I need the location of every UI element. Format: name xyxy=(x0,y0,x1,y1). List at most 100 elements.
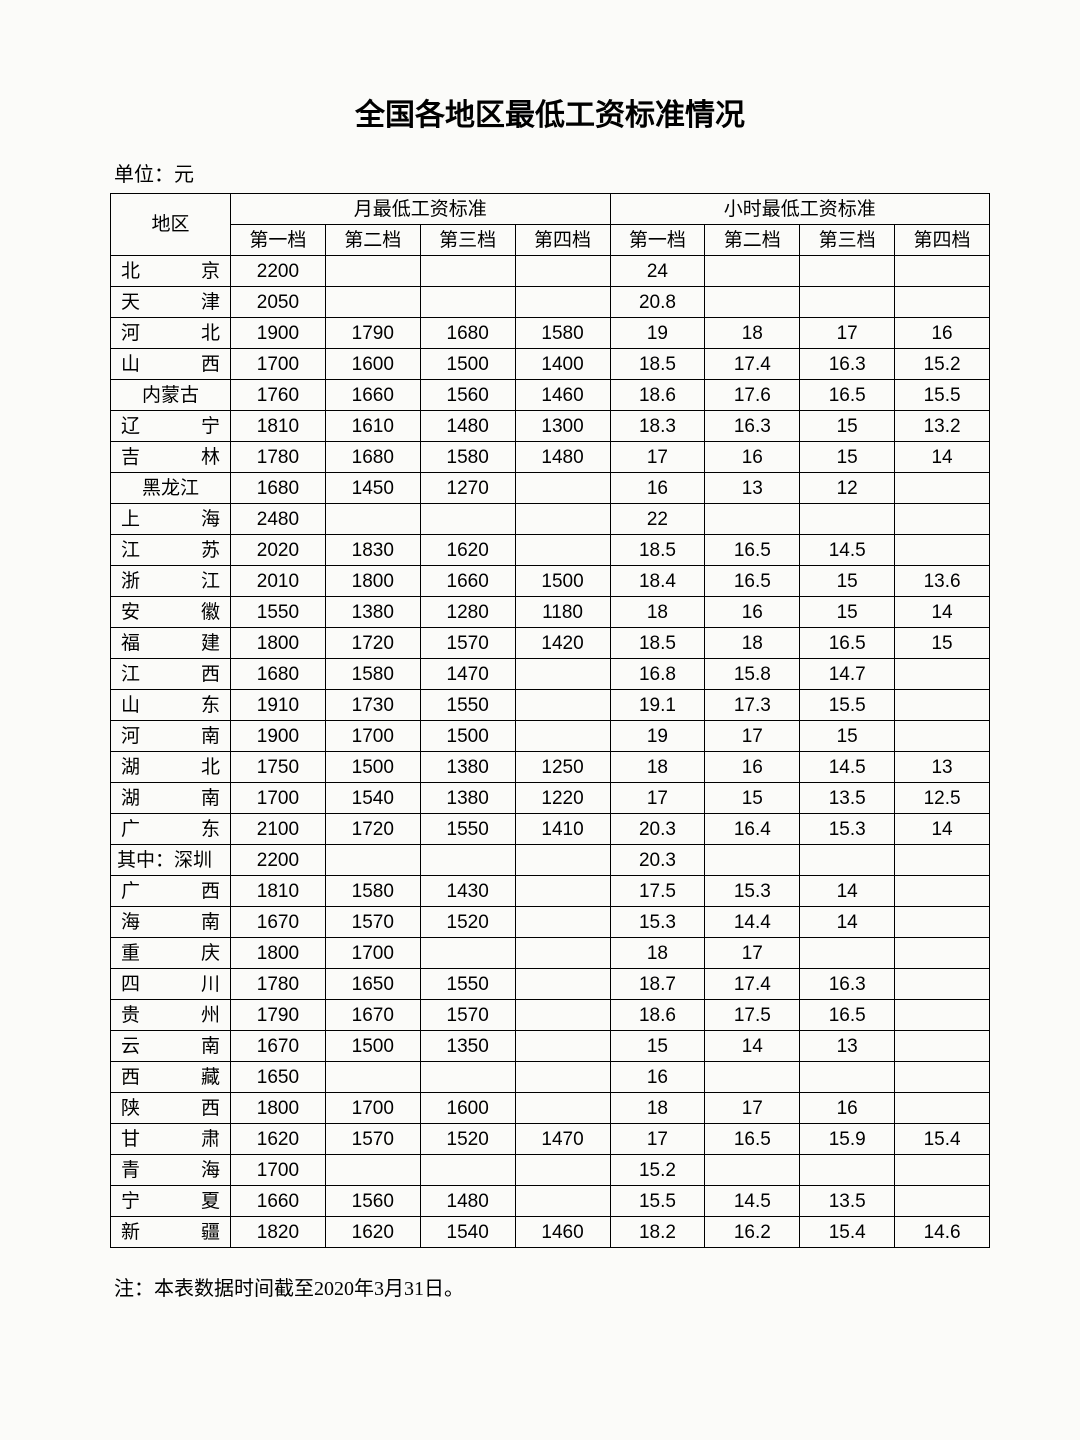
table-row: 甘肃16201570152014701716.515.915.4 xyxy=(111,1124,990,1155)
hourly-cell: 18 xyxy=(705,628,800,659)
hourly-cell xyxy=(895,1031,990,1062)
monthly-cell xyxy=(420,1155,515,1186)
monthly-cell: 2200 xyxy=(231,256,326,287)
hourly-cell: 15.3 xyxy=(800,814,895,845)
monthly-cell: 1910 xyxy=(231,690,326,721)
monthly-cell: 1680 xyxy=(231,659,326,690)
monthly-cell: 1650 xyxy=(231,1062,326,1093)
region-cell: 湖北 xyxy=(111,752,231,783)
hourly-cell: 18.5 xyxy=(610,349,705,380)
tier-h4: 第四档 xyxy=(895,225,990,256)
hourly-cell: 15.4 xyxy=(895,1124,990,1155)
hourly-cell: 18.6 xyxy=(610,380,705,411)
unit-label: 单位：元 xyxy=(110,158,990,187)
hourly-cell: 22 xyxy=(610,504,705,535)
table-row: 福建180017201570142018.51816.515 xyxy=(111,628,990,659)
monthly-cell: 1220 xyxy=(515,783,610,814)
table-row: 四川17801650155018.717.416.3 xyxy=(111,969,990,1000)
monthly-cell: 1670 xyxy=(325,1000,420,1031)
tier-m3: 第三档 xyxy=(420,225,515,256)
monthly-cell xyxy=(515,1093,610,1124)
region-cell: 辽宁 xyxy=(111,411,231,442)
monthly-cell: 1540 xyxy=(420,1217,515,1248)
monthly-cell: 1780 xyxy=(231,969,326,1000)
monthly-cell: 1570 xyxy=(325,1124,420,1155)
region-cell: 天津 xyxy=(111,287,231,318)
monthly-cell: 1900 xyxy=(231,721,326,752)
hourly-cell: 17.5 xyxy=(705,1000,800,1031)
hourly-cell: 16.5 xyxy=(705,535,800,566)
monthly-cell: 2480 xyxy=(231,504,326,535)
monthly-cell: 1500 xyxy=(420,721,515,752)
region-cell: 山西 xyxy=(111,349,231,380)
hourly-cell: 15 xyxy=(800,566,895,597)
table-row: 山西170016001500140018.517.416.315.2 xyxy=(111,349,990,380)
hourly-cell xyxy=(705,504,800,535)
table-row: 新疆182016201540146018.216.215.414.6 xyxy=(111,1217,990,1248)
monthly-cell: 1800 xyxy=(231,628,326,659)
table-row: 其中：深圳220020.3 xyxy=(111,845,990,876)
hourly-cell: 18.7 xyxy=(610,969,705,1000)
monthly-cell: 1820 xyxy=(231,1217,326,1248)
monthly-cell: 1680 xyxy=(325,442,420,473)
monthly-cell xyxy=(515,938,610,969)
hourly-cell xyxy=(705,1062,800,1093)
hourly-cell: 19.1 xyxy=(610,690,705,721)
hourly-cell: 14.7 xyxy=(800,659,895,690)
hourly-cell: 18 xyxy=(705,318,800,349)
monthly-cell: 1470 xyxy=(420,659,515,690)
monthly-cell: 1580 xyxy=(325,876,420,907)
monthly-cell xyxy=(420,1062,515,1093)
monthly-cell: 1800 xyxy=(325,566,420,597)
hourly-cell xyxy=(705,845,800,876)
region-cell: 广东 xyxy=(111,814,231,845)
region-cell: 福建 xyxy=(111,628,231,659)
monthly-cell: 1800 xyxy=(231,938,326,969)
region-cell: 重庆 xyxy=(111,938,231,969)
monthly-cell: 1660 xyxy=(325,380,420,411)
monthly-cell xyxy=(515,1031,610,1062)
table-row: 重庆180017001817 xyxy=(111,938,990,969)
hourly-cell: 16 xyxy=(705,442,800,473)
hourly-cell: 16.5 xyxy=(800,1000,895,1031)
hourly-cell: 17.4 xyxy=(705,349,800,380)
hourly-cell: 17 xyxy=(800,318,895,349)
hourly-cell: 13.5 xyxy=(800,1186,895,1217)
hourly-cell xyxy=(800,938,895,969)
hourly-cell: 13.2 xyxy=(895,411,990,442)
hourly-cell: 13 xyxy=(895,752,990,783)
hourly-cell xyxy=(705,287,800,318)
hourly-cell: 18 xyxy=(610,752,705,783)
hourly-cell: 15.4 xyxy=(800,1217,895,1248)
monthly-cell xyxy=(515,690,610,721)
monthly-cell: 1480 xyxy=(515,442,610,473)
tier-m4: 第四档 xyxy=(515,225,610,256)
monthly-cell: 1480 xyxy=(420,411,515,442)
table-row: 湖南1700154013801220171513.512.5 xyxy=(111,783,990,814)
monthly-cell: 1620 xyxy=(420,535,515,566)
region-cell: 安徽 xyxy=(111,597,231,628)
monthly-cell: 1500 xyxy=(325,752,420,783)
hourly-cell: 18.2 xyxy=(610,1217,705,1248)
monthly-cell: 1660 xyxy=(231,1186,326,1217)
table-row: 海南16701570152015.314.414 xyxy=(111,907,990,938)
hourly-cell: 20.8 xyxy=(610,287,705,318)
hourly-cell: 17 xyxy=(705,938,800,969)
table-row: 河北190017901680158019181716 xyxy=(111,318,990,349)
region-cell: 河北 xyxy=(111,318,231,349)
region-cell: 甘肃 xyxy=(111,1124,231,1155)
table-row: 天津205020.8 xyxy=(111,287,990,318)
monthly-cell: 1280 xyxy=(420,597,515,628)
hourly-cell: 16 xyxy=(610,1062,705,1093)
hourly-cell xyxy=(800,256,895,287)
table-row: 湖北1750150013801250181614.513 xyxy=(111,752,990,783)
region-cell: 黑龙江 xyxy=(111,473,231,504)
monthly-cell xyxy=(515,1155,610,1186)
hourly-cell: 20.3 xyxy=(610,845,705,876)
monthly-cell: 1600 xyxy=(325,349,420,380)
region-cell: 海南 xyxy=(111,907,231,938)
hourly-cell xyxy=(895,969,990,1000)
monthly-cell: 1700 xyxy=(325,938,420,969)
monthly-cell: 1380 xyxy=(420,752,515,783)
monthly-cell: 1540 xyxy=(325,783,420,814)
